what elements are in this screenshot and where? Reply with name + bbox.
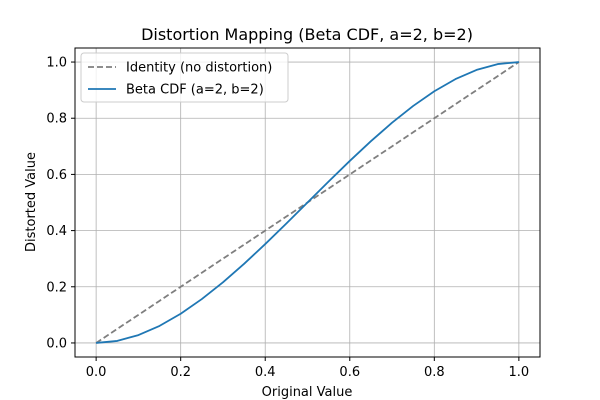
y-tick-label: 0.4 bbox=[46, 224, 67, 239]
legend-label-beta-cdf: Beta CDF (a=2, b=2) bbox=[126, 83, 264, 98]
x-tick-label: 0.6 bbox=[339, 365, 360, 380]
series-line-beta-cdf-a-2-b-2 bbox=[96, 61, 519, 344]
x-tick-label: 0.8 bbox=[424, 365, 445, 380]
y-tick-label: 0.8 bbox=[46, 112, 67, 127]
x-axis-label: Original Value bbox=[262, 385, 353, 400]
ticks: 0.0 0.2 0.4 0.6 0.8 1.0 0.0 0.2 0.4 0.6 0.8 1.0 bbox=[46, 56, 529, 380]
legend: Identity (no distortion) Beta CDF (a=2, … bbox=[80, 52, 289, 103]
plot-area-frame bbox=[74, 47, 541, 358]
legend-label-identity: Identity (no distortion) bbox=[126, 61, 272, 76]
legend-box bbox=[80, 52, 289, 103]
x-tick-label: 0.2 bbox=[170, 365, 191, 380]
y-tick-label: 0.6 bbox=[46, 168, 67, 183]
x-tick-label: 0.4 bbox=[255, 365, 276, 380]
x-tick-label: 1.0 bbox=[509, 365, 530, 380]
y-tick-label: 0.2 bbox=[46, 280, 67, 295]
series-layer bbox=[95, 61, 520, 344]
y-tick-label: 0.0 bbox=[46, 336, 67, 351]
chart-title: Distortion Mapping (Beta CDF, a=2, b=2) bbox=[141, 25, 473, 44]
y-tick-label: 1.0 bbox=[46, 56, 67, 71]
x-tick-label: 0.0 bbox=[86, 365, 107, 380]
y-axis-label: Distorted Value bbox=[24, 152, 39, 252]
